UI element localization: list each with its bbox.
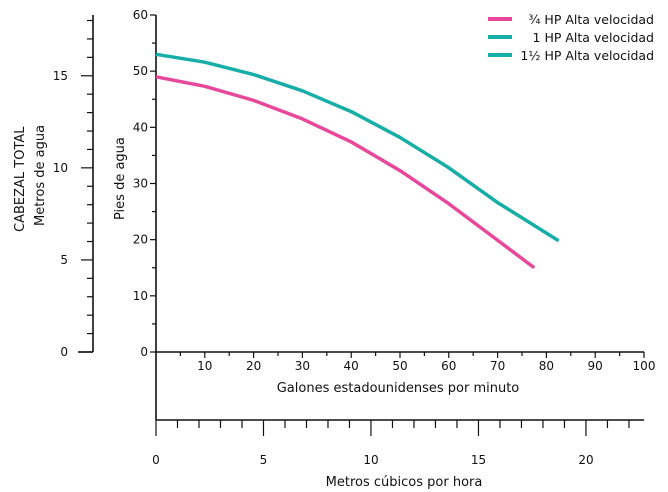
legend-label-1: 1 HP Alta velocidad	[533, 30, 654, 45]
y-tick-label: 0	[140, 345, 148, 359]
secondary-y-title-line2: Metros de agua	[33, 125, 48, 226]
x-tick-label: 70	[490, 359, 505, 373]
x-tick-label: 100	[633, 359, 656, 373]
x-tick-label: 30	[295, 359, 310, 373]
secondary-y-tick-label: 0	[60, 345, 68, 359]
gpm-axis: 10 20 30 40 50 60 70 80 90 100	[155, 351, 656, 420]
y-tick-label: 20	[133, 233, 148, 247]
x-tick-label: 60	[441, 359, 456, 373]
secondary-x-tick-label: 5	[260, 453, 268, 467]
x-axis-title: Galones estadounidenses por minuto	[277, 381, 520, 396]
x-tick-label: 40	[344, 359, 359, 373]
y-tick-label: 10	[133, 289, 148, 303]
x-tick-label: 90	[588, 359, 603, 373]
series-line-1	[155, 52, 560, 243]
secondary-y-tick-label: 10	[53, 161, 68, 175]
secondary-y-tick-label: 15	[53, 69, 68, 83]
secondary-x-title: Metros cúbicos por hora	[326, 475, 483, 490]
x-tick-label: 20	[246, 359, 261, 373]
legend-label-0: ¾ HP Alta velocidad	[528, 12, 654, 27]
y-tick-label: 40	[133, 120, 148, 134]
series-line-0	[155, 75, 536, 270]
secondary-y-title-line1: CABEZAL TOTAL	[13, 126, 28, 232]
x-tick-label: 80	[539, 359, 554, 373]
x-tick-label: 50	[392, 359, 407, 373]
y-tick-label: 30	[133, 177, 148, 191]
y-tick-label: 60	[133, 8, 148, 22]
meters-head-axis: 0 5 10 15	[53, 15, 94, 359]
cubic-meters-axis: 0 5 10 15 20	[152, 419, 644, 467]
x-tick-label: 10	[197, 359, 212, 373]
secondary-y-tick-label: 5	[60, 253, 68, 267]
y-tick-label: 50	[133, 64, 148, 78]
secondary-x-tick-label: 20	[578, 453, 593, 467]
legend: ¾ HP Alta velocidad 1 HP Alta velocidad 1½…	[488, 12, 654, 63]
legend-label-2: 1½ HP Alta velocidad	[520, 48, 654, 63]
y-axis-title: Pies de agua	[113, 137, 128, 220]
secondary-x-tick-label: 10	[363, 453, 378, 467]
secondary-x-tick-label: 0	[152, 453, 160, 467]
feet-head-axis: 0 10 20 30 40 50 60	[133, 8, 157, 359]
secondary-x-tick-label: 15	[471, 453, 486, 467]
series-lines	[155, 52, 560, 270]
